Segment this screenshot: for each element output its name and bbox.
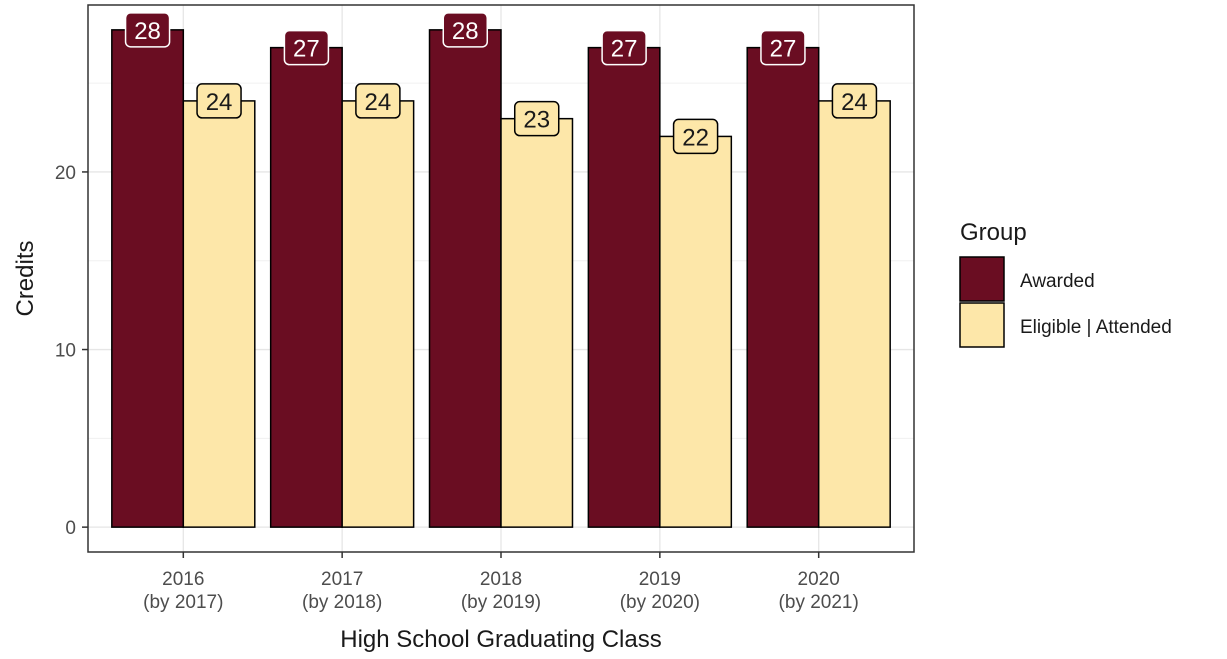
data-label-box (124, 12, 171, 48)
data-label-box (672, 118, 719, 155)
data-label-box (513, 100, 560, 137)
legend-label: Eligible | Attended (1020, 317, 1172, 338)
bar (659, 135, 733, 528)
bar (587, 46, 661, 528)
data-label-box (442, 12, 489, 48)
legend-label: Awarded (1020, 271, 1095, 292)
y-tick-label: 0 (65, 518, 76, 539)
x-tick-label: 2020 (798, 569, 840, 590)
x-tick-label: 2016 (162, 569, 204, 590)
data-label-box (196, 83, 242, 119)
data-label-box (831, 83, 878, 119)
bars-layer: 28 27 28 27 27 24 24 23 22 24 (111, 12, 891, 528)
x-tick-label: (by 2021) (779, 592, 859, 613)
data-label: 22 (682, 124, 709, 151)
legend-key (959, 256, 1005, 302)
y-tick-label: 20 (55, 163, 76, 184)
x-tick-label: (by 2019) (461, 592, 541, 613)
x-axis-title: High School Graduating Class (340, 626, 662, 653)
bar (269, 46, 343, 528)
data-label: 27 (611, 36, 638, 63)
x-tick-label: 2019 (639, 569, 681, 590)
data-label: 27 (293, 36, 320, 63)
x-tick-label: 2017 (321, 569, 363, 590)
bar (746, 46, 820, 528)
x-tick-label: (by 2017) (143, 592, 223, 613)
legend: Group Awarded Eligible | Attended (959, 219, 1172, 348)
data-label-box (283, 29, 330, 66)
data-label: 24 (365, 89, 392, 116)
data-label: 28 (134, 18, 161, 45)
x-tick-label: (by 2018) (302, 592, 382, 613)
legend-title: Group (960, 219, 1027, 246)
x-axis: 2016(by 2017) 2017(by 2018) 2018(by 2019) 2… (143, 552, 859, 613)
y-axis: 0 10 20 (55, 163, 88, 539)
bar (111, 29, 185, 528)
x-tick-label: 2018 (480, 569, 522, 590)
data-label-box (601, 29, 647, 66)
bar (817, 100, 891, 528)
data-label: 24 (841, 89, 868, 116)
bar (182, 100, 256, 528)
x-tick-label: (by 2020) (620, 592, 700, 613)
data-label: 24 (206, 89, 233, 116)
bar (428, 29, 502, 528)
data-label: 28 (452, 18, 479, 45)
legend-key (959, 302, 1005, 348)
y-axis-title: Credits (12, 240, 39, 316)
data-label-box (355, 83, 401, 119)
bar (341, 100, 415, 528)
data-label: 27 (770, 36, 797, 63)
y-tick-label: 10 (55, 341, 76, 362)
data-label-box (760, 29, 806, 66)
data-label: 23 (523, 107, 550, 134)
bar (500, 117, 574, 528)
